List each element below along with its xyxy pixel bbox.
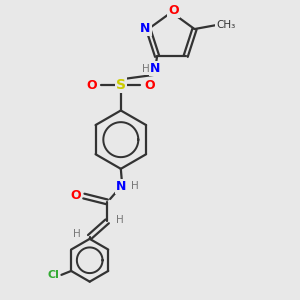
Text: S: S xyxy=(116,78,126,92)
Text: H: H xyxy=(130,181,138,191)
Text: Cl: Cl xyxy=(48,270,60,280)
Text: H: H xyxy=(116,215,124,225)
Text: N: N xyxy=(140,22,151,34)
Text: H: H xyxy=(142,64,149,74)
Text: O: O xyxy=(71,189,81,202)
Text: N: N xyxy=(150,62,160,75)
Text: CH₃: CH₃ xyxy=(216,20,235,30)
Text: N: N xyxy=(116,180,126,193)
Text: O: O xyxy=(145,79,155,92)
Text: O: O xyxy=(86,79,97,92)
Text: H: H xyxy=(73,229,81,239)
Text: O: O xyxy=(168,4,179,17)
